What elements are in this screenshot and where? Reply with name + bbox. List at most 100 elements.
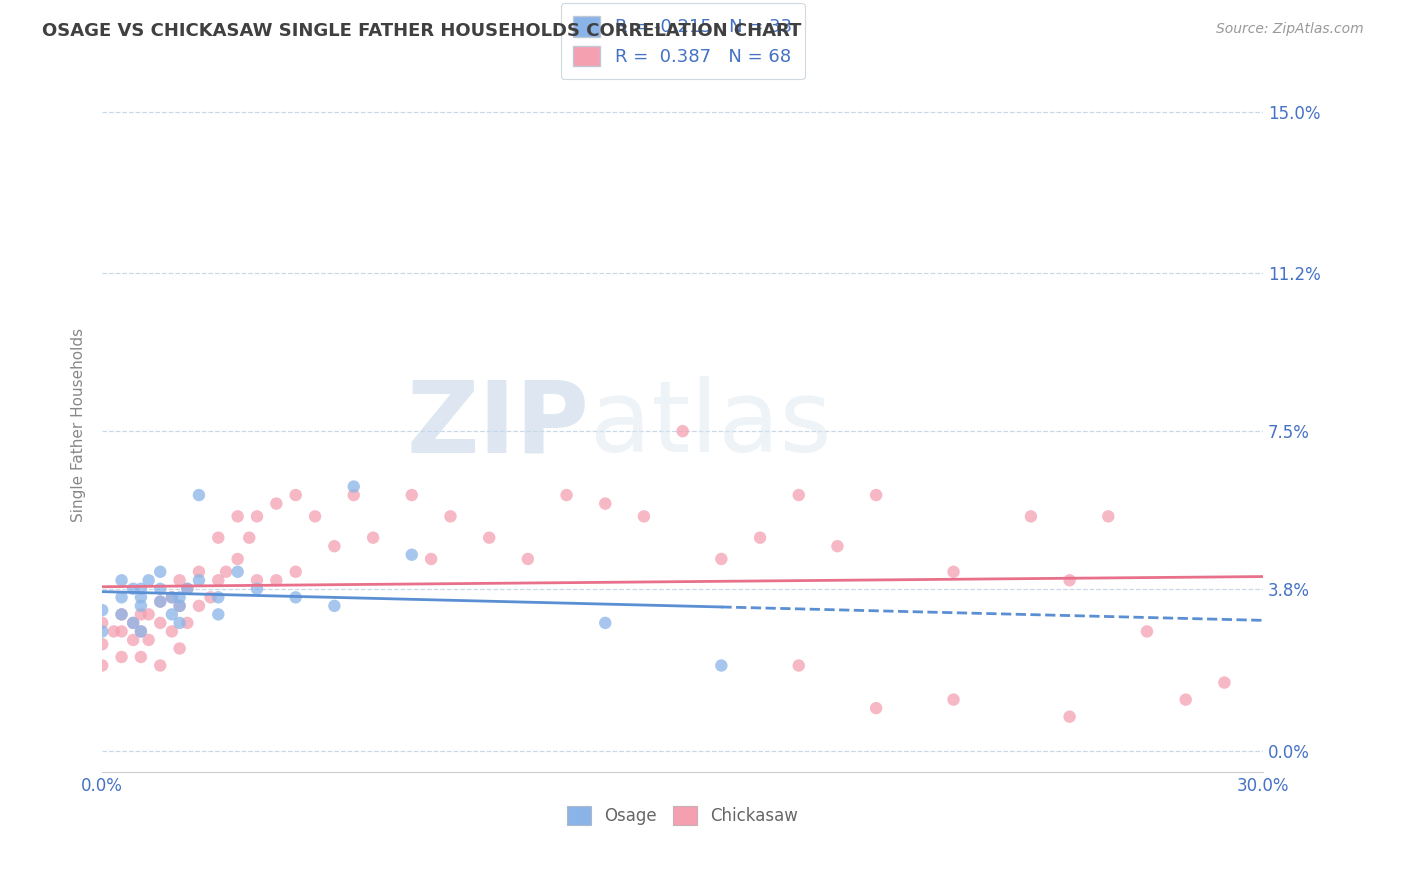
Point [200, 591, 222, 605]
Y-axis label: Single Father Households: Single Father Households [72, 327, 86, 522]
Point [361, 531, 384, 545]
Point [266, 497, 288, 511]
Point [1136, 624, 1159, 639]
Text: ZIP: ZIP [406, 376, 589, 474]
Text: Source: ZipAtlas.com: Source: ZipAtlas.com [1216, 22, 1364, 37]
Point [1174, 692, 1197, 706]
Point [103, 624, 125, 639]
Point [284, 591, 307, 605]
Point [207, 607, 229, 622]
Point [129, 582, 152, 596]
Point [149, 615, 172, 630]
Point [710, 658, 733, 673]
Point [91, 603, 114, 617]
Point [160, 624, 183, 639]
Point [401, 488, 423, 502]
Point [160, 607, 183, 622]
Point [160, 591, 183, 605]
Legend: Osage, Chickasaw: Osage, Chickasaw [560, 797, 806, 833]
Point [555, 488, 578, 502]
Point [1059, 709, 1081, 723]
Point [188, 574, 211, 588]
Point [122, 582, 145, 596]
Point [91, 658, 114, 673]
Point [122, 632, 145, 647]
Point [226, 552, 249, 566]
Point [226, 565, 249, 579]
Point [138, 632, 160, 647]
Point [91, 624, 114, 639]
Point [138, 607, 160, 622]
Point [176, 615, 198, 630]
Point [149, 594, 172, 608]
Point [160, 591, 183, 605]
Point [323, 539, 346, 553]
Point [176, 582, 198, 596]
Point [91, 637, 114, 651]
Point [787, 488, 810, 502]
Point [593, 615, 616, 630]
Point [672, 424, 695, 438]
Point [129, 624, 152, 639]
Point [169, 591, 191, 605]
Point [246, 574, 269, 588]
Point [787, 658, 810, 673]
Point [110, 574, 132, 588]
Point [110, 591, 132, 605]
Point [138, 574, 160, 588]
Point [246, 509, 269, 524]
Point [176, 582, 198, 596]
Point [110, 624, 132, 639]
Point [129, 607, 152, 622]
Point [401, 548, 423, 562]
Point [226, 509, 249, 524]
Point [149, 594, 172, 608]
Point [266, 574, 288, 588]
Point [169, 599, 191, 613]
Point [91, 615, 114, 630]
Text: OSAGE VS CHICKASAW SINGLE FATHER HOUSEHOLDS CORRELATION CHART: OSAGE VS CHICKASAW SINGLE FATHER HOUSEHO… [42, 22, 801, 40]
Point [215, 565, 238, 579]
Point [439, 509, 461, 524]
Point [633, 509, 655, 524]
Point [343, 488, 366, 502]
Point [516, 552, 538, 566]
Point [149, 582, 172, 596]
Point [110, 650, 132, 665]
Point [110, 607, 132, 622]
Point [420, 552, 443, 566]
Point [710, 552, 733, 566]
Point [207, 574, 229, 588]
Point [207, 591, 229, 605]
Point [284, 565, 307, 579]
Point [238, 531, 260, 545]
Point [129, 650, 152, 665]
Point [304, 509, 326, 524]
Point [188, 599, 211, 613]
Point [169, 641, 191, 656]
Point [343, 479, 366, 493]
Point [593, 497, 616, 511]
Point [284, 488, 307, 502]
Point [129, 591, 152, 605]
Point [1213, 675, 1236, 690]
Point [942, 692, 965, 706]
Text: atlas: atlas [589, 376, 831, 474]
Point [749, 531, 772, 545]
Point [865, 701, 887, 715]
Point [149, 565, 172, 579]
Point [122, 615, 145, 630]
Point [169, 599, 191, 613]
Point [149, 658, 172, 673]
Point [207, 531, 229, 545]
Point [188, 565, 211, 579]
Point [1019, 509, 1042, 524]
Point [129, 599, 152, 613]
Point [478, 531, 501, 545]
Point [1059, 574, 1081, 588]
Point [110, 607, 132, 622]
Point [188, 488, 211, 502]
Point [122, 615, 145, 630]
Point [942, 565, 965, 579]
Point [169, 615, 191, 630]
